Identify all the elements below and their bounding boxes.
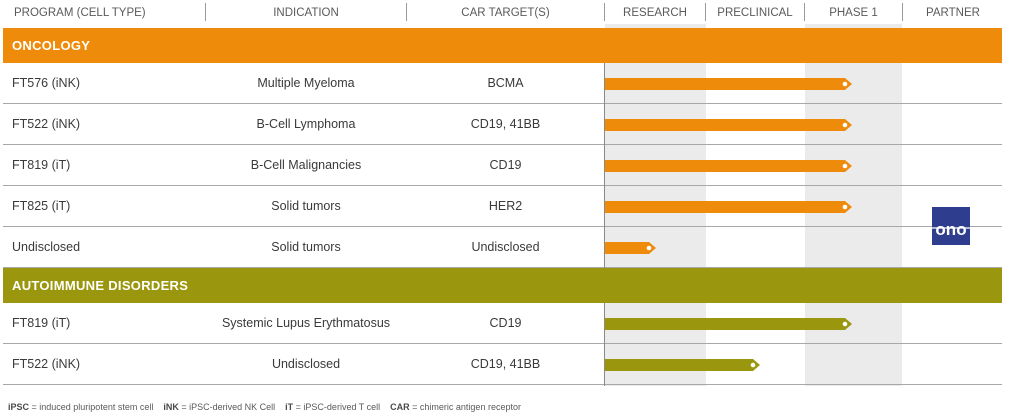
footnote-ipsc-abbr: iPSC: [8, 402, 30, 412]
stage-progress-bar: [605, 119, 854, 131]
table-row: FT522 (iNK) B-Cell Lymphoma CD19, 41BB: [3, 104, 1002, 145]
progress-bar-shape: [605, 201, 852, 213]
stage-progress-bar: [605, 160, 854, 172]
car-target: CD19, 41BB: [470, 117, 541, 131]
header-divider: [902, 3, 903, 21]
stage-progress-bar: [605, 242, 658, 254]
indication: Solid tumors: [271, 240, 341, 254]
stage-axis-line: [604, 303, 605, 386]
indication: B-Cell Malignancies: [250, 158, 362, 172]
car-target: BCMA: [487, 76, 524, 90]
table-row: FT819 (iT) Systemic Lupus Erythmatosus C…: [3, 303, 1002, 344]
indication: Undisclosed: [271, 357, 341, 371]
header-partner: PARTNER: [926, 7, 980, 19]
progress-bar-marker: [750, 362, 756, 368]
header-program: PROGRAM (CELL TYPE): [14, 7, 146, 19]
program-name: FT522 (iNK): [12, 357, 81, 371]
table-row: FT576 (iNK) Multiple Myeloma BCMA: [3, 63, 1002, 104]
footnote-car-def: = chimeric antigen receptor: [409, 402, 521, 412]
ono-logo-graphic: ono: [932, 207, 970, 245]
car-target: Undisclosed: [471, 240, 540, 254]
stage-progress-bar: [605, 78, 854, 90]
stage-progress-bar: [605, 359, 762, 371]
progress-bar-shape: [605, 318, 852, 330]
section-oncology: ONCOLOGY: [3, 28, 1002, 63]
section-autoimmune: AUTOIMMUNE DISORDERS: [3, 268, 1002, 303]
section-title: ONCOLOGY: [12, 38, 91, 53]
footnote-it-abbr: iT: [285, 402, 294, 412]
progress-bar-marker: [842, 81, 848, 87]
header-preclinical: PRECLINICAL: [717, 7, 793, 19]
stage-progress-bar: [605, 201, 854, 213]
indication: Solid tumors: [271, 199, 341, 213]
header-indication: INDICATION: [273, 7, 339, 19]
footnote: iPSC = induced pluripotent stem cell iNK…: [8, 402, 521, 412]
progress-bar-marker: [646, 245, 652, 251]
header-research: RESEARCH: [623, 7, 687, 19]
ono-logo-text: ono: [935, 220, 966, 239]
table-row: FT819 (iT) B-Cell Malignancies CD19: [3, 145, 1002, 186]
car-target: CD19: [489, 158, 522, 172]
footnote-car-abbr: CAR: [390, 402, 410, 412]
progress-bar-marker: [842, 163, 848, 169]
program-name: FT825 (iT): [12, 199, 71, 213]
table-header: PROGRAM (CELL TYPE) INDICATION CAR TARGE…: [0, 0, 1004, 24]
car-target: HER2: [488, 199, 523, 213]
indication: B-Cell Lymphoma: [256, 117, 356, 131]
car-target: CD19: [489, 316, 522, 330]
progress-bar-marker: [842, 204, 848, 210]
program-name: Undisclosed: [12, 240, 81, 254]
header-divider: [604, 3, 605, 21]
progress-bar-shape: [605, 119, 852, 131]
progress-bar-shape: [605, 78, 852, 90]
ono-logo-icon: ono: [932, 207, 970, 245]
header-divider: [205, 3, 206, 21]
indication: Multiple Myeloma: [257, 76, 355, 90]
header-divider: [406, 3, 407, 21]
header-car-target: CAR TARGET(S): [461, 7, 550, 19]
program-name: FT576 (iNK): [12, 76, 81, 90]
progress-bar-shape: [605, 242, 656, 254]
program-name: FT819 (iT): [12, 316, 71, 330]
footnote-ink-def: = iPSC-derived NK Cell: [178, 402, 276, 412]
program-name: FT522 (iNK): [12, 117, 81, 131]
footnote-it-def: = iPSC-derived T cell: [293, 402, 381, 412]
stage-progress-bar: [605, 318, 854, 330]
progress-bar-marker: [842, 122, 848, 128]
car-target: CD19, 41BB: [470, 357, 541, 371]
progress-bar-marker: [842, 321, 848, 327]
section-title: AUTOIMMUNE DISORDERS: [12, 278, 189, 293]
table-row: Undisclosed Solid tumors Undisclosed: [3, 227, 1002, 268]
progress-bar-shape: [605, 160, 852, 172]
progress-bar-shape: [605, 359, 760, 371]
table-row: FT825 (iT) Solid tumors HER2: [3, 186, 1002, 227]
header-divider: [804, 3, 805, 21]
table-row: FT522 (iNK) Undisclosed CD19, 41BB: [3, 344, 1002, 385]
footnote-ipsc-def: = induced pluripotent stem cell: [29, 402, 154, 412]
header-phase1: PHASE 1: [829, 7, 878, 19]
indication: Systemic Lupus Erythmatosus: [221, 316, 391, 330]
stage-axis-line: [604, 63, 605, 268]
footnote-ink-abbr: iNK: [163, 402, 179, 412]
header-divider: [705, 3, 706, 21]
program-name: FT819 (iT): [12, 158, 71, 172]
